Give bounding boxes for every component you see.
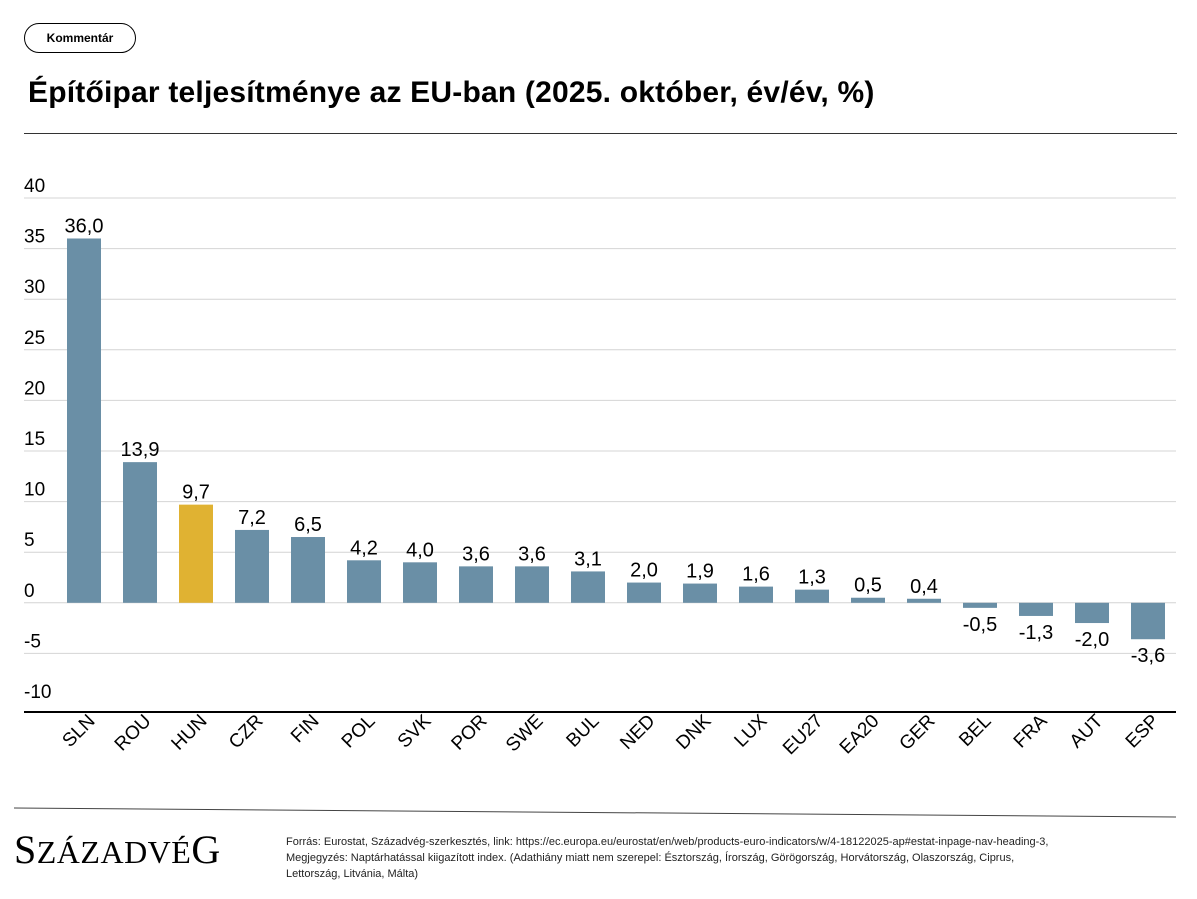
x-tick-label: SLN xyxy=(59,711,100,752)
y-tick-label: 40 xyxy=(24,176,45,197)
x-tick-label: SWE xyxy=(502,711,547,756)
bar xyxy=(123,462,157,603)
bar xyxy=(907,598,941,603)
x-tick-label: BEL xyxy=(955,711,995,751)
data-label: 36,0 xyxy=(65,215,104,237)
x-tick-label: EA20 xyxy=(836,711,884,759)
data-label: 4,0 xyxy=(406,539,434,561)
y-tick-label: 35 xyxy=(24,227,45,248)
x-tick-label: BUL xyxy=(563,711,604,752)
x-tick-label: AUT xyxy=(1066,710,1108,752)
bar xyxy=(627,582,661,603)
kommentar-tag-button[interactable]: Kommentár xyxy=(24,23,136,53)
note-line: Megjegyzés: Naptárhatással kiigazított i… xyxy=(286,852,1015,864)
data-label: 0,5 xyxy=(854,575,882,597)
y-tick-label: 15 xyxy=(24,429,45,450)
data-label: 7,2 xyxy=(238,507,266,529)
bar xyxy=(403,562,437,603)
x-tick-label: GER xyxy=(896,711,940,755)
bar xyxy=(683,583,717,603)
x-tick-label: ROU xyxy=(111,711,156,756)
data-label: -2,0 xyxy=(1075,629,1109,651)
bar xyxy=(963,602,997,608)
x-tick-label: POR xyxy=(448,711,492,755)
y-tick-label: -5 xyxy=(24,631,41,652)
x-tick-label: CZR xyxy=(225,711,267,753)
data-label: 3,1 xyxy=(574,548,602,570)
bar xyxy=(291,537,325,603)
data-label: 6,5 xyxy=(294,514,322,536)
data-label: 1,9 xyxy=(686,561,714,583)
y-tick-label: 0 xyxy=(24,581,35,602)
bar xyxy=(1019,602,1053,616)
y-tick-label: 5 xyxy=(24,530,35,551)
data-label: 9,7 xyxy=(182,482,210,504)
x-tick-label: SVK xyxy=(394,710,436,752)
y-tick-label: 20 xyxy=(24,378,45,399)
y-tick-label: 30 xyxy=(24,277,45,298)
footer-divider xyxy=(14,807,1176,818)
y-tick-label: -10 xyxy=(24,682,51,703)
x-tick-label: ESP xyxy=(1122,711,1164,753)
x-tick-label: NED xyxy=(616,711,659,754)
bar xyxy=(1131,602,1165,640)
bar xyxy=(571,571,605,603)
bar xyxy=(1075,602,1109,624)
bar xyxy=(235,529,269,603)
x-tick-label: HUN xyxy=(168,711,212,755)
x-tick-label: DNK xyxy=(672,710,715,753)
data-label: 13,9 xyxy=(121,439,160,461)
data-label: -0,5 xyxy=(963,614,997,636)
data-label: 1,3 xyxy=(798,567,826,589)
chart-title: Építőipar teljesítménye az EU-ban (2025.… xyxy=(28,76,875,109)
brand-logo: SZÁZADVÉG xyxy=(14,827,221,872)
data-label: 2,0 xyxy=(630,560,658,582)
y-tick-label: 25 xyxy=(24,328,45,349)
data-label: 3,6 xyxy=(518,543,546,565)
x-tick-label: FRA xyxy=(1010,710,1052,752)
source-line: Forrás: Eurostat, Századvég-szerkesztés,… xyxy=(286,836,1049,848)
data-label: -3,6 xyxy=(1131,645,1165,667)
data-label: -1,3 xyxy=(1019,622,1053,644)
bar xyxy=(795,589,829,603)
note-line-continued: Lettország, Litvánia, Málta) xyxy=(286,868,419,880)
source-note: Forrás: Eurostat, Századvég-szerkesztés,… xyxy=(286,834,1176,882)
y-tick-label: 10 xyxy=(24,480,45,501)
bar-chart: 40 35 30 25 20 15 10 5 0 -5 -10 36,0 SLN 13,9 ROU 9,7 HU… xyxy=(24,176,1176,759)
x-tick-label: POL xyxy=(338,711,380,753)
data-label: 3,6 xyxy=(462,543,490,565)
data-label: 0,4 xyxy=(910,576,938,598)
data-label: 1,6 xyxy=(742,564,770,586)
x-tick-label: FIN xyxy=(287,711,323,747)
bar xyxy=(851,597,885,603)
bar xyxy=(179,504,213,603)
x-tick-label: LUX xyxy=(731,710,772,751)
bar xyxy=(459,566,493,603)
bar xyxy=(739,586,773,603)
bar xyxy=(347,560,381,603)
title-divider xyxy=(24,133,1177,134)
x-tick-label: EU27 xyxy=(779,711,827,759)
bar xyxy=(67,238,101,603)
data-label: 4,2 xyxy=(350,537,378,559)
bar xyxy=(515,566,549,603)
